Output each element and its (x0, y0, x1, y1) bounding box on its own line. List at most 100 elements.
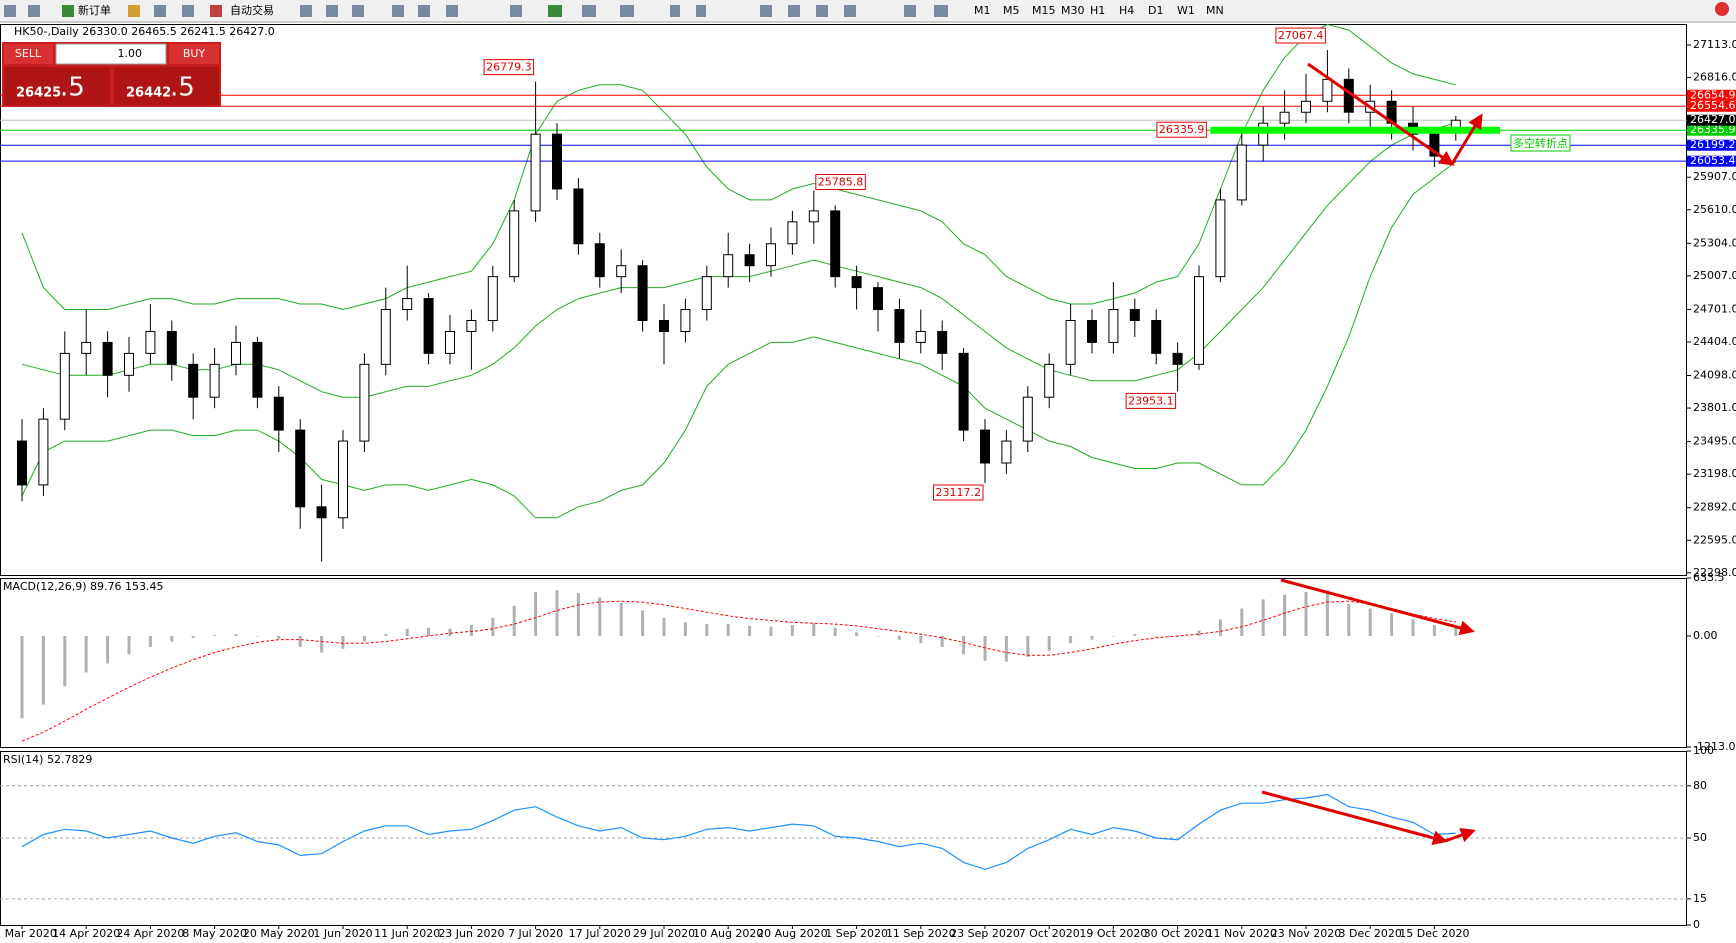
candle-body (937, 330, 948, 354)
y-tick-label: 22595.0 (1693, 533, 1736, 546)
candle-body (1065, 319, 1076, 365)
timeframe-button[interactable]: M1 (974, 4, 991, 17)
candle-body (530, 133, 541, 212)
timeframe-button[interactable]: MN (1206, 4, 1224, 17)
icon[interactable] (182, 5, 194, 17)
y-tick-label: 50 (1693, 831, 1707, 844)
buy-label[interactable]: BUY (183, 47, 206, 60)
icon[interactable] (446, 5, 458, 17)
buy-price[interactable]: 26442 (126, 86, 171, 101)
candle-body (1044, 363, 1055, 398)
price-level-label: 26053.4 (1690, 154, 1736, 167)
candle-body (894, 309, 905, 343)
buy-price-box[interactable] (114, 67, 219, 105)
icon[interactable] (816, 5, 828, 17)
sell-price-tail[interactable]: .5 (60, 73, 85, 103)
x-tick-label: 17 Jul 2020 (569, 927, 631, 940)
x-tick-label: 10 Aug 2020 (693, 927, 763, 940)
timeframes: M1 M5 M15 M30 H1 H4 D1 W1 MN (974, 4, 1224, 17)
sell-price[interactable]: 26425 (16, 86, 61, 101)
macd-bar (106, 635, 110, 664)
sell-label[interactable]: SELL (15, 47, 42, 60)
icon[interactable] (788, 5, 800, 17)
icon[interactable] (4, 5, 16, 17)
icon[interactable] (28, 5, 40, 17)
icon[interactable] (300, 5, 312, 17)
macd-bar (1004, 635, 1008, 662)
timeframe-button[interactable]: D1 (1148, 4, 1163, 17)
macd-bar (427, 627, 431, 636)
icon[interactable] (582, 5, 596, 17)
candle-body (1301, 100, 1311, 113)
icon[interactable] (934, 5, 948, 17)
price-level-label: 26654.9 (1690, 88, 1736, 101)
candle-body (487, 276, 498, 321)
candle-body (359, 363, 370, 442)
icon[interactable] (548, 5, 562, 17)
y-tick-label: 25907.0 (1693, 170, 1736, 183)
macd-bar (1047, 635, 1051, 651)
timeframe-button[interactable]: M15 (1032, 4, 1056, 17)
price-level-label-bg (1687, 139, 1736, 151)
icon[interactable] (326, 5, 338, 17)
timeframe-button[interactable]: H4 (1119, 4, 1134, 17)
icon[interactable] (210, 5, 222, 17)
icon[interactable] (352, 5, 364, 17)
buy-button[interactable] (169, 44, 219, 64)
sell-button[interactable] (4, 44, 53, 64)
icon[interactable] (62, 5, 74, 17)
new-order-button[interactable]: 新订单 (78, 3, 111, 17)
icon[interactable] (418, 5, 430, 17)
macd-bar (683, 622, 687, 636)
alert-icon[interactable] (1715, 2, 1729, 16)
x-tick-label: 8 May 2020 (182, 927, 247, 940)
candle-body (402, 298, 413, 311)
icon[interactable] (620, 5, 634, 17)
icon[interactable] (696, 5, 706, 17)
icon[interactable] (670, 5, 680, 17)
candle-body (766, 243, 776, 267)
x-tick-label: 15 Dec 2020 (1399, 927, 1469, 940)
signal-line (21, 600, 1456, 742)
y-tick-label: 26816.0 (1693, 71, 1736, 84)
timeframe-button[interactable]: H1 (1090, 4, 1105, 17)
x-tick-label: 14 Apr 2020 (52, 927, 120, 940)
timeframe-button[interactable]: M5 (1003, 4, 1020, 17)
timeframe-button[interactable]: W1 (1177, 4, 1195, 17)
icon[interactable] (154, 5, 166, 17)
rsi-line (21, 793, 1456, 870)
macd-bar (127, 635, 131, 655)
auto-trading-button[interactable]: 自动交易 (230, 3, 274, 17)
candle-body (295, 429, 306, 508)
icon[interactable] (760, 5, 772, 17)
x-tick-label: 11 Sep 2020 (886, 927, 956, 940)
x-tick-label: 19 Oct 2020 (1079, 927, 1147, 940)
y-tick-label: 24098.0 (1693, 369, 1736, 382)
price-annotation: 25785.8 (818, 176, 864, 189)
candle-body (830, 210, 841, 278)
lot-input[interactable] (55, 43, 167, 65)
x-tick-label: 11 Jun 2020 (374, 927, 440, 940)
x-tick-label: 31 Mar 2020 (0, 927, 57, 940)
icon[interactable] (904, 5, 916, 17)
key-level-annotation: 26335.9 (1159, 123, 1205, 136)
lot-value[interactable]: 1.00 (118, 47, 143, 60)
candle-body (316, 506, 327, 519)
x-tick-label: 1 Sep 2020 (825, 927, 888, 940)
x-tick-label: 7 Oct 2020 (1019, 927, 1080, 940)
candle-body (38, 418, 49, 486)
sell-price-box[interactable] (4, 67, 110, 105)
icon[interactable] (392, 5, 404, 17)
candle-body (1108, 309, 1119, 343)
macd-bar (213, 635, 217, 636)
macd-bar (491, 617, 495, 636)
macd-bar (1111, 635, 1115, 637)
buy-price-tail[interactable]: .5 (170, 73, 195, 103)
icon[interactable] (844, 5, 856, 17)
timeframe-button[interactable]: M30 (1061, 4, 1085, 17)
price-annotation-box (815, 174, 866, 191)
icon[interactable] (128, 5, 140, 17)
macd-bar (1240, 608, 1244, 636)
macd-bar (940, 635, 944, 647)
icon[interactable] (510, 5, 522, 17)
